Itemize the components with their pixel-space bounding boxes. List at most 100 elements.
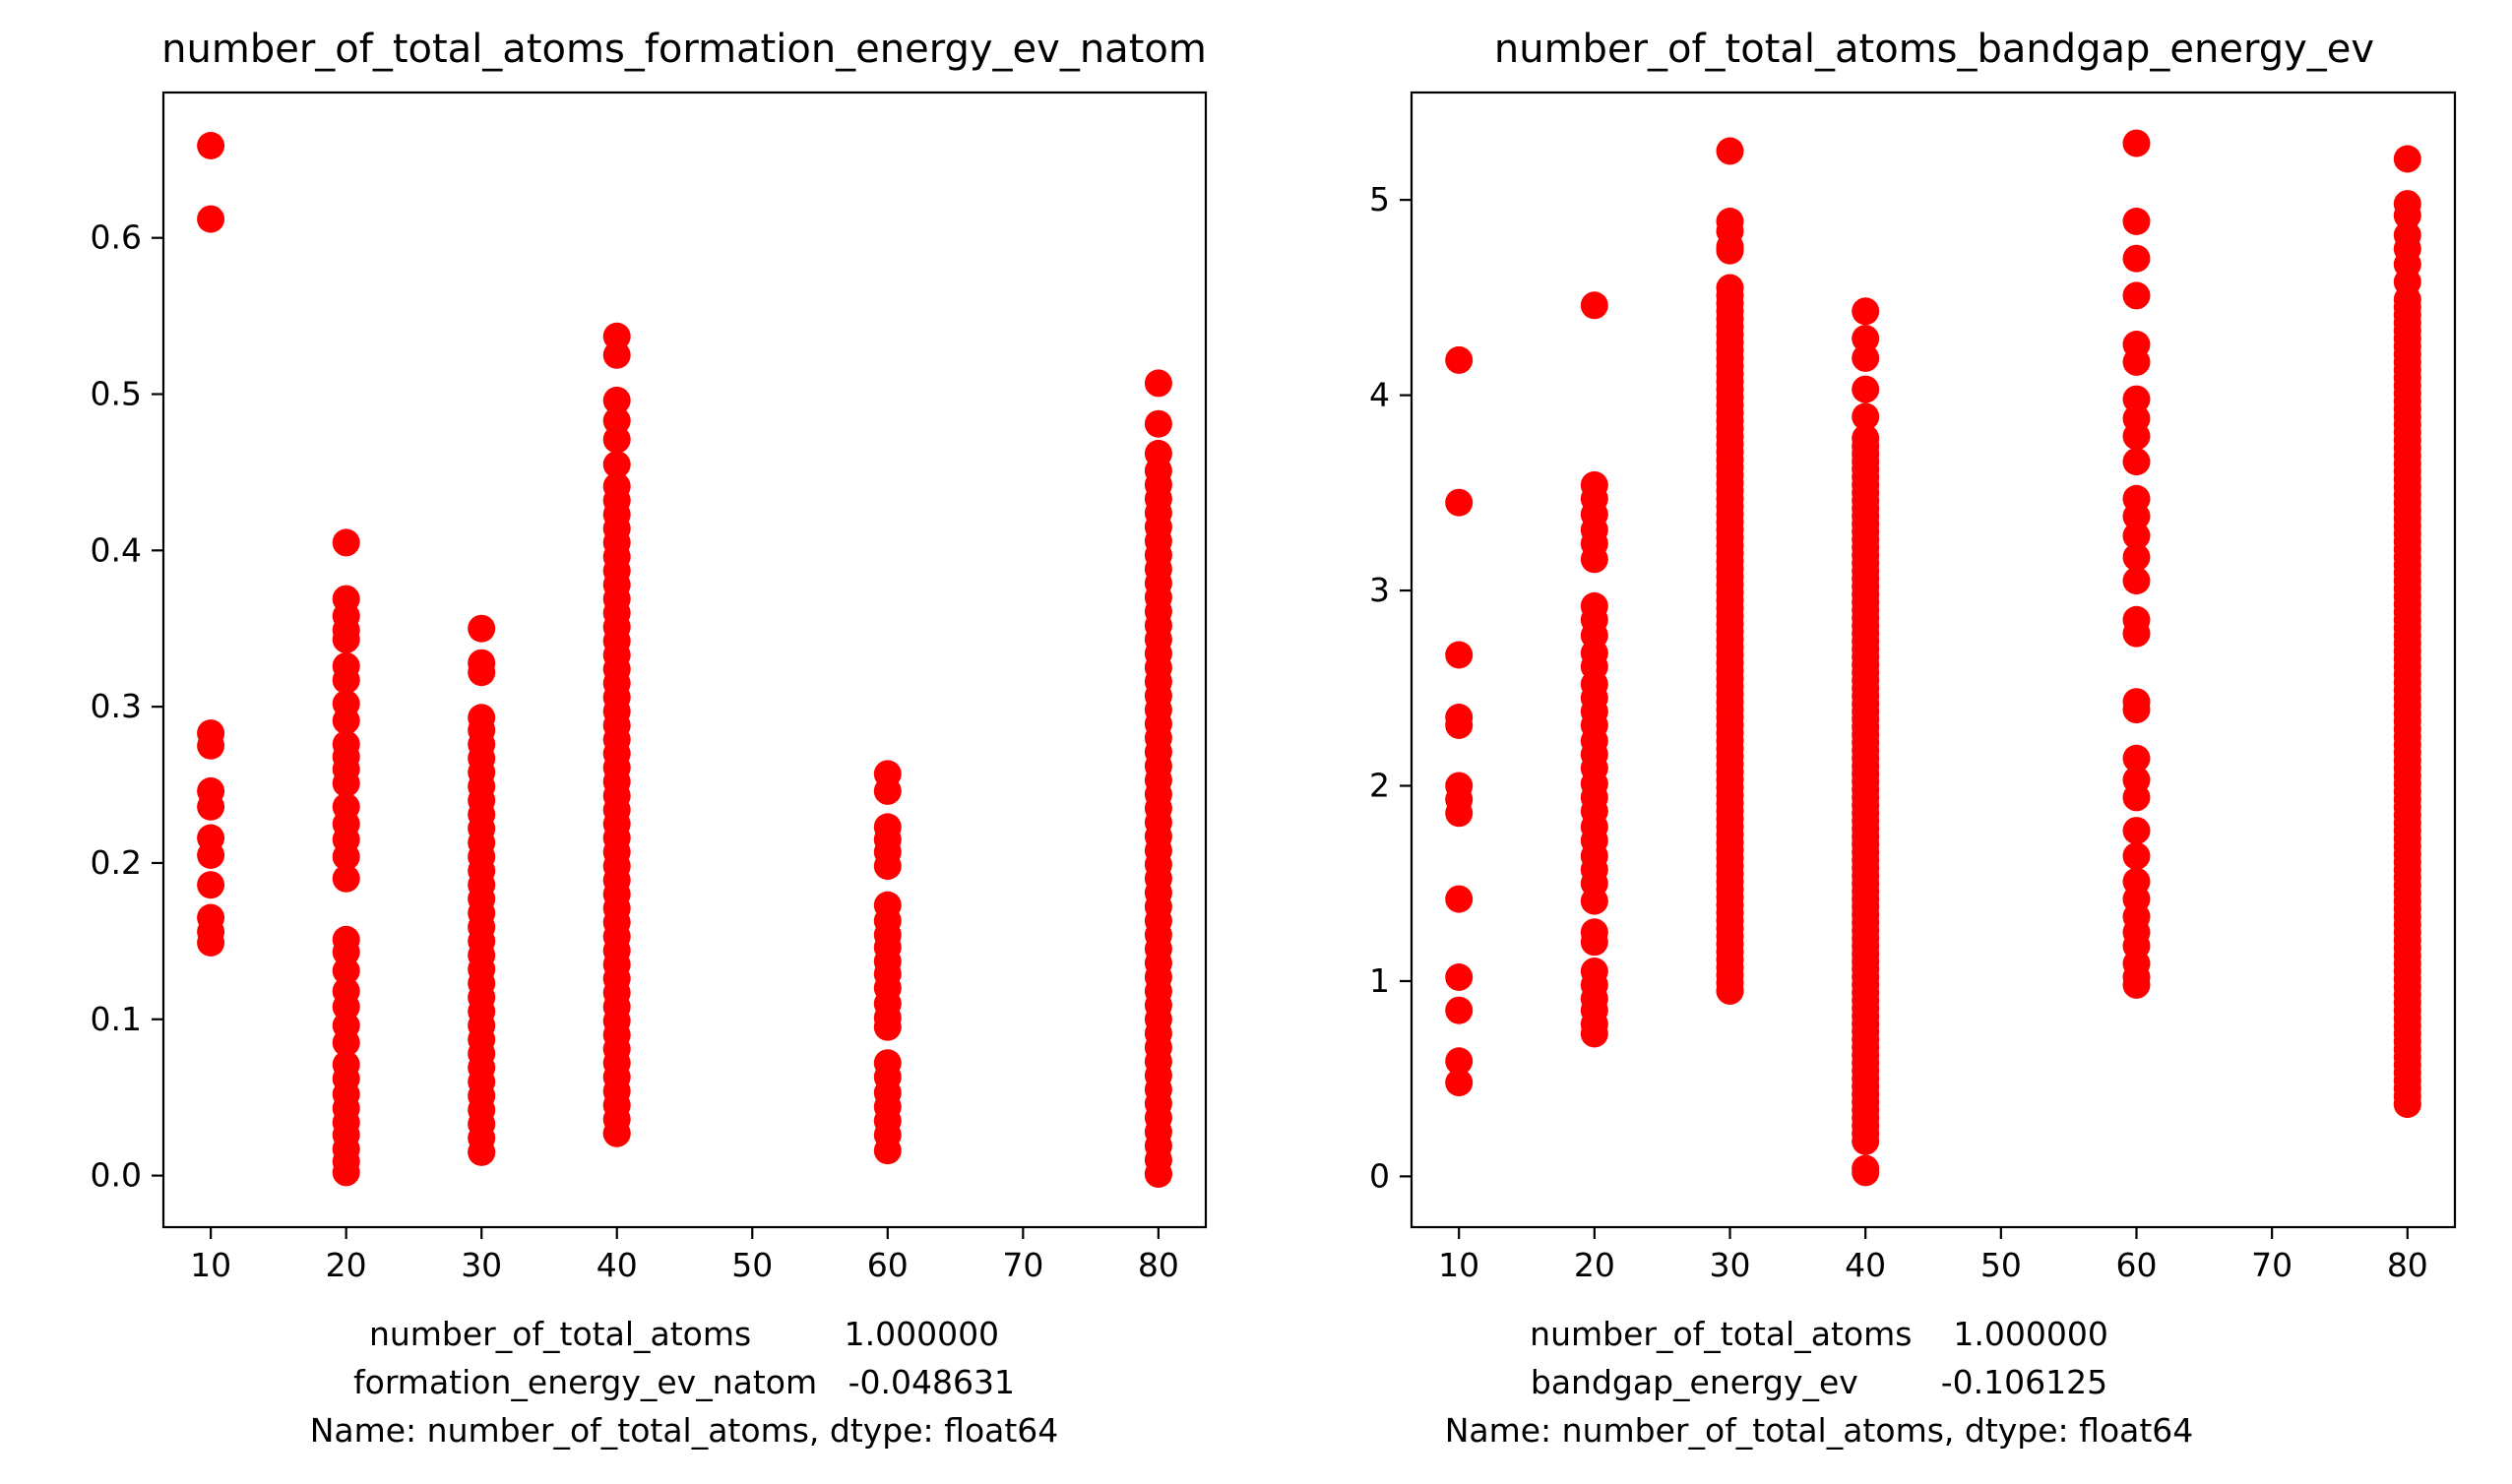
x-tick-label: 20 <box>326 1246 367 1284</box>
scatter-point <box>1445 885 1474 913</box>
y-tick-label: 3 <box>1369 571 1390 609</box>
scatter-point <box>468 716 496 744</box>
y-tick-label: 0 <box>1369 1156 1390 1195</box>
scatter-point <box>2122 567 2151 595</box>
scatter-point <box>332 707 360 735</box>
scatter-point <box>2393 202 2421 229</box>
scatter-point <box>1445 641 1474 669</box>
scatter-point <box>2122 347 2151 376</box>
scatter-point <box>1445 996 1474 1024</box>
scatter-point <box>1144 457 1172 485</box>
scatter-point <box>1445 1047 1474 1076</box>
scatter-point <box>332 1158 360 1187</box>
x-tick-label: 20 <box>1574 1246 1615 1284</box>
scatter-point <box>332 957 360 985</box>
scatter-point <box>1445 963 1474 991</box>
x-axis-label: number_of_total_atoms 1.000000 formation… <box>310 1315 1059 1450</box>
scatter-point <box>2122 696 2151 724</box>
scatter-point <box>1144 409 1172 438</box>
scatter-point <box>197 731 225 760</box>
scatter-point <box>1144 369 1172 398</box>
scatter-point <box>332 528 360 557</box>
y-tick-label: 0.0 <box>91 1156 142 1195</box>
x-tick-label: 30 <box>1710 1246 1751 1284</box>
axis-ticks: 10 20 30 40 50 60 70 80 0 1 2 3 4 5 <box>1369 180 2428 1284</box>
scatter-point <box>2393 145 2421 173</box>
scatter-point <box>602 425 631 454</box>
scatter-point <box>332 842 360 871</box>
scatter-points <box>1445 129 2421 1187</box>
chart-title: number_of_total_atoms_bandgap_energy_ev <box>1494 27 2374 72</box>
scatter-point <box>2122 744 2151 773</box>
scatter-point <box>602 472 631 501</box>
x-tick-label: 80 <box>2387 1246 2428 1284</box>
scatter-point <box>2122 448 2151 476</box>
scatter-point <box>1580 887 1608 915</box>
x-tick-label: 60 <box>2115 1246 2157 1284</box>
scatter-point <box>873 1137 902 1165</box>
x-tick-label: 30 <box>461 1246 502 1284</box>
x-tick-label: 80 <box>1138 1246 1179 1284</box>
scatter-point <box>1716 274 1744 302</box>
scatter-point <box>2122 522 2151 550</box>
y-tick-label: 1 <box>1369 961 1390 1000</box>
scatter-point <box>197 792 225 821</box>
scatter-point <box>2122 502 2151 530</box>
scatter-point <box>1445 799 1474 828</box>
y-tick-label: 5 <box>1369 180 1390 218</box>
scatter-point <box>1580 545 1608 574</box>
scatter-point <box>2122 970 2151 999</box>
scatter-point <box>1852 297 1880 326</box>
scatter-point <box>197 205 225 233</box>
scatter-point <box>602 451 631 478</box>
scatter-point <box>602 386 631 414</box>
scatter-point <box>197 132 225 159</box>
scatter-point <box>468 614 496 643</box>
scatter-point <box>2122 619 2151 648</box>
x-tick-label: 40 <box>1845 1246 1886 1284</box>
scatter-point <box>1852 1154 1880 1183</box>
scatter-point <box>1716 236 1744 265</box>
scatter-point <box>2393 285 2421 314</box>
scatter-point <box>873 852 902 881</box>
x-axis-label-line: Name: number_of_total_atoms, dtype: floa… <box>310 1411 1059 1450</box>
subplot-bandgap-energy: number_of_total_atoms_bandgap_energy_ev … <box>1369 27 2457 1450</box>
y-tick-label: 0.5 <box>91 375 142 413</box>
y-tick-label: 2 <box>1369 767 1390 805</box>
scatter-point <box>1580 928 1608 957</box>
scatter-point <box>1445 711 1474 739</box>
scatter-point <box>197 871 225 899</box>
scatter-point <box>1580 291 1608 320</box>
scatter-point <box>332 666 360 695</box>
scatter-point <box>1580 1020 1608 1048</box>
scatter-point <box>873 776 902 805</box>
x-tick-label: 60 <box>867 1246 909 1284</box>
scatter-point <box>1852 343 1880 372</box>
scatter-point <box>1852 375 1880 403</box>
scatter-point <box>332 1028 360 1057</box>
x-axis-label-line: Name: number_of_total_atoms, dtype: floa… <box>1445 1411 2194 1450</box>
chart-title: number_of_total_atoms_formation_energy_e… <box>161 27 1207 72</box>
x-axis-label-line: number_of_total_atoms 1.000000 <box>1530 1315 2108 1353</box>
x-tick-label: 10 <box>190 1246 231 1284</box>
scatter-point <box>1852 402 1880 431</box>
y-tick-label: 0.3 <box>91 687 142 725</box>
scatter-point <box>2122 422 2151 451</box>
x-axis-label-line: bandgap_energy_ev -0.106125 <box>1531 1363 2107 1401</box>
x-tick-label: 70 <box>1002 1246 1043 1284</box>
x-axis-label: number_of_total_atoms 1.000000 bandgap_e… <box>1445 1315 2194 1450</box>
axes-frame <box>1410 91 2457 1229</box>
scatter-point <box>873 1013 902 1041</box>
scatter-point <box>2122 208 2151 235</box>
x-axis-label-line: formation_energy_ev_natom -0.048631 <box>353 1363 1015 1401</box>
y-tick-label: 0.6 <box>91 218 142 257</box>
scatter-point <box>332 625 360 653</box>
x-tick-label: 40 <box>597 1246 638 1284</box>
x-tick-label: 10 <box>1438 1246 1479 1284</box>
y-tick-label: 0.2 <box>91 843 142 882</box>
scatter-point <box>2122 385 2151 413</box>
y-tick-label: 0.4 <box>91 530 142 569</box>
scatter-point <box>332 864 360 893</box>
x-axis-label-line: number_of_total_atoms 1.000000 <box>369 1315 999 1353</box>
